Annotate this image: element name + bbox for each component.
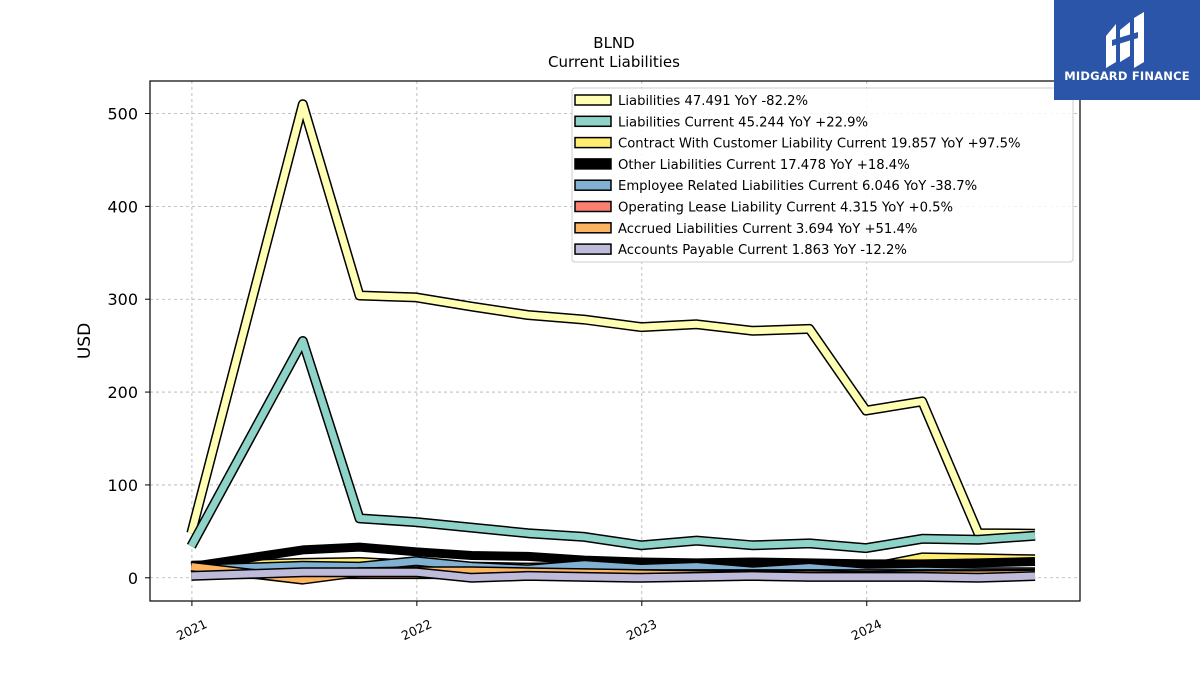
chart-title: BLND: [593, 34, 634, 52]
legend-box: [571, 87, 1074, 263]
y-axis-ticks: 0 100 200 300 400 500: [107, 105, 150, 588]
series-liabilities: [186, 99, 1036, 539]
series-lines: [186, 99, 1036, 585]
legend: Liabilities 47.491 YoY -82.2% Liabilities…: [571, 87, 1074, 263]
y-tick-label: 0: [128, 569, 138, 588]
legend-entry: Contract With Customer Liability Current…: [618, 137, 1021, 152]
y-tick-label: 500: [107, 105, 138, 124]
series-other-liabilities-current: [190, 542, 1036, 572]
y-tick-label: 300: [107, 290, 138, 309]
series-accounts-payable-current: [191, 567, 1036, 583]
brand-name: MIDGARD FINANCE: [1064, 69, 1190, 83]
y-axis-label: USD: [75, 323, 95, 359]
y-tick-label: 100: [107, 476, 138, 495]
series-line: [188, 337, 1036, 552]
legend-swatch: [574, 200, 612, 213]
legend-swatch: [574, 222, 612, 234]
midgard-logo-icon: [1106, 12, 1144, 68]
plot-frame: [149, 80, 1081, 602]
legend-swatch: [574, 158, 612, 170]
series-line: [187, 100, 1036, 538]
legend-entry: Other Liabilities Current 17.478 YoY +18…: [618, 158, 910, 173]
x-axis-ticks: 2021 2022 2023 2024: [174, 601, 884, 643]
legend-swatch: [574, 115, 612, 128]
y-tick-label: 200: [107, 383, 138, 402]
x-tick-label: 2022: [399, 616, 434, 643]
legend-swatch: [574, 136, 612, 149]
legend-entry: Liabilities 47.491 YoY -82.2%: [618, 94, 808, 109]
x-tick-label: 2023: [624, 616, 659, 643]
chart-subtitle: Current Liabilities: [548, 53, 680, 71]
legend-entry: Employee Related Liabilities Current 6.0…: [618, 179, 977, 194]
midgard-finance-logo: MIDGARD FINANCE: [1054, 0, 1200, 100]
series-liabilities-current: [186, 336, 1036, 554]
x-tick-label: 2024: [849, 616, 884, 643]
y-tick-label: 400: [107, 197, 138, 216]
legend-swatch: [574, 243, 612, 255]
legend-entry: Accounts Payable Current 1.863 YoY -12.2…: [618, 243, 907, 258]
x-tick-label: 2021: [174, 616, 209, 643]
legend-entry: Operating Lease Liability Current 4.315 …: [618, 201, 953, 216]
series-outline: [186, 336, 1036, 554]
legend-entry: Accrued Liabilities Current 3.694 YoY +5…: [618, 222, 917, 237]
legend-swatch: [574, 94, 612, 106]
series-line: [191, 568, 1036, 582]
series-line: [190, 542, 1036, 572]
legend-entry: Liabilities Current 45.244 YoY +22.9%: [618, 115, 868, 130]
legend-swatch: [574, 179, 612, 191]
